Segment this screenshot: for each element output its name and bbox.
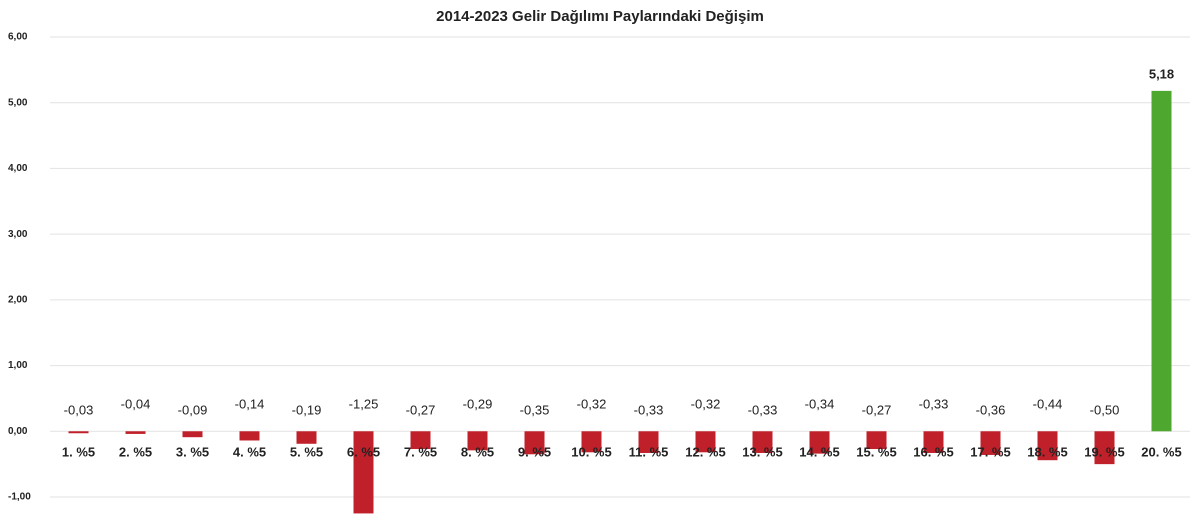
- bar: [752, 431, 773, 453]
- bar: [524, 431, 545, 455]
- x-tick-label: 6. %5: [347, 445, 380, 460]
- value-label: -0,35: [520, 403, 550, 418]
- bar: [923, 431, 944, 453]
- bar: [68, 431, 89, 434]
- bar: [182, 431, 203, 438]
- bar: [239, 431, 260, 441]
- bar: [638, 431, 659, 453]
- y-tick-label: 5,00: [8, 97, 28, 108]
- bar: [125, 431, 146, 434]
- value-label: -0,14: [235, 397, 265, 412]
- value-label: -0,33: [748, 403, 778, 418]
- x-tick-label: 3. %5: [176, 445, 209, 460]
- value-label: -0,19: [292, 403, 322, 418]
- x-tick-label: 5. %5: [290, 445, 323, 460]
- bar: [296, 431, 317, 444]
- x-tick-label: 10. %5: [571, 445, 611, 460]
- y-tick-label: 1,00: [8, 360, 28, 371]
- bar: [353, 431, 374, 514]
- x-tick-label: 1. %5: [62, 445, 95, 460]
- y-tick-label: 0,00: [8, 426, 28, 437]
- x-tick-label: 18. %5: [1027, 445, 1067, 460]
- x-tick-label: 19. %5: [1084, 445, 1124, 460]
- value-label: -0,50: [1090, 403, 1120, 418]
- chart-title: 2014-2023 Gelir Dağılımı Paylarındaki De…: [436, 8, 764, 25]
- value-label: -0,33: [634, 403, 664, 418]
- bar: [809, 431, 830, 454]
- x-tick-label: 14. %5: [799, 445, 839, 460]
- y-tick-label: 4,00: [8, 163, 28, 174]
- y-tick-label: 2,00: [8, 294, 28, 305]
- value-label: -0,36: [976, 403, 1006, 418]
- value-label: -0,32: [691, 397, 721, 412]
- x-tick-label: 9. %5: [518, 445, 551, 460]
- x-tick-label: 2. %5: [119, 445, 152, 460]
- bar: [1094, 431, 1115, 465]
- bar: [695, 431, 716, 453]
- value-label: -0,27: [406, 403, 436, 418]
- x-tick-label: 12. %5: [685, 445, 725, 460]
- bar: [1151, 90, 1172, 432]
- value-label: -1,25: [349, 397, 379, 412]
- bar: [581, 431, 602, 453]
- value-label: -0,29: [463, 397, 493, 412]
- value-label: 5,18: [1149, 66, 1174, 81]
- y-tick-label: 3,00: [8, 229, 28, 240]
- x-tick-label: 8. %5: [461, 445, 494, 460]
- x-tick-label: 20. %5: [1141, 445, 1181, 460]
- y-tick-label: -1,00: [8, 492, 31, 503]
- x-tick-label: 17. %5: [970, 445, 1010, 460]
- bar: [980, 431, 1001, 455]
- value-label: -0,27: [862, 403, 892, 418]
- value-label: -0,32: [577, 397, 607, 412]
- x-tick-label: 13. %5: [742, 445, 782, 460]
- bar: [467, 431, 488, 451]
- value-label: -0,44: [1033, 397, 1063, 412]
- x-tick-label: 16. %5: [913, 445, 953, 460]
- value-label: -0,04: [121, 397, 151, 412]
- value-label: -0,33: [919, 397, 949, 412]
- bar: [410, 431, 431, 450]
- x-tick-label: 4. %5: [233, 445, 266, 460]
- value-label: -0,03: [64, 403, 94, 418]
- bar: [1037, 431, 1058, 461]
- x-tick-label: 7. %5: [404, 445, 437, 460]
- bar: [866, 431, 887, 450]
- value-label: -0,34: [805, 397, 835, 412]
- value-label: -0,09: [178, 403, 208, 418]
- x-tick-label: 11. %5: [629, 445, 669, 460]
- x-tick-label: 15. %5: [856, 445, 896, 460]
- y-tick-label: 6,00: [8, 32, 28, 43]
